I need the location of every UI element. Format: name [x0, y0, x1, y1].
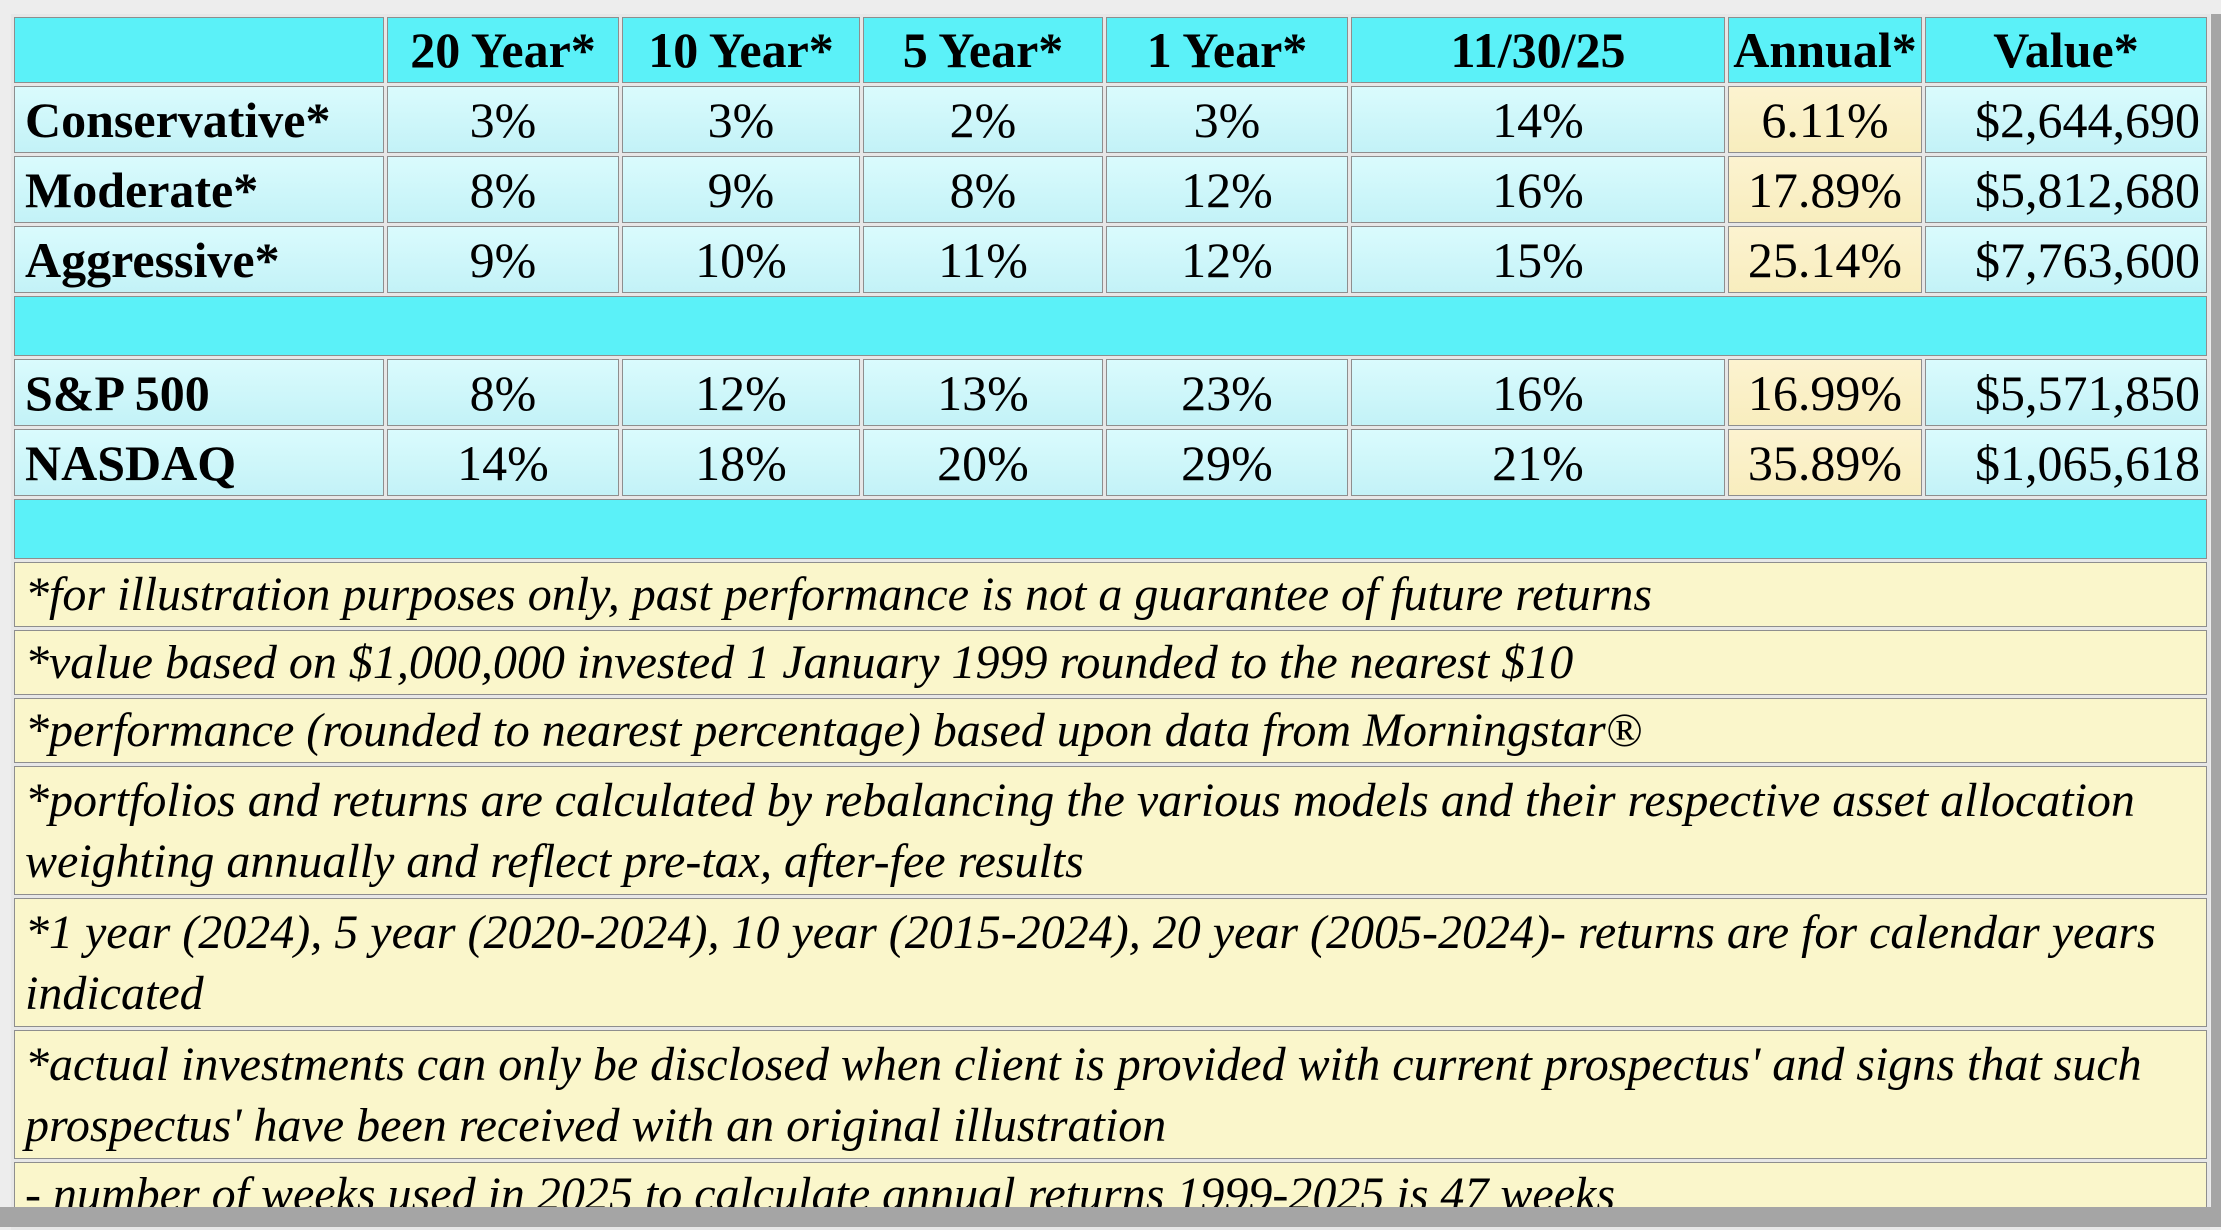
column-header-date: 11/30/25: [1351, 17, 1725, 83]
cell-annual: 6.11%: [1728, 86, 1922, 153]
spacer-band-row: [14, 499, 2207, 559]
cell-1-year: 12%: [1106, 226, 1348, 293]
cell-value: $7,763,600: [1925, 226, 2207, 293]
cell-ytd: 21%: [1351, 429, 1725, 496]
corner-cell: [14, 17, 384, 83]
cell-5-year: 8%: [863, 156, 1103, 223]
column-header-5-year: 5 Year*: [863, 17, 1103, 83]
cell-ytd: 15%: [1351, 226, 1725, 293]
footnote-row: *for illustration purposes only, past pe…: [14, 562, 2207, 627]
header-row: 20 Year* 10 Year* 5 Year* 1 Year* 11/30/…: [14, 17, 2207, 83]
column-header-10-year: 10 Year*: [622, 17, 860, 83]
column-header-20-year: 20 Year*: [387, 17, 619, 83]
cell-5-year: 11%: [863, 226, 1103, 293]
spacer-band-row: [14, 296, 2207, 356]
column-header-1-year: 1 Year*: [1106, 17, 1348, 83]
cell-1-year: 12%: [1106, 156, 1348, 223]
portfolio-returns-table: 20 Year* 10 Year* 5 Year* 1 Year* 11/30/…: [11, 14, 2210, 1230]
cell-20-year: 9%: [387, 226, 619, 293]
cell-10-year: 10%: [622, 226, 860, 293]
column-header-annual: Annual*: [1728, 17, 1922, 83]
table-row-sp500: S&P 500 8% 12% 13% 23% 16% 16.99% $5,571…: [14, 359, 2207, 426]
footnote-row: *portfolios and returns are calculated b…: [14, 766, 2207, 895]
footnote-prospectus: *actual investments can only be disclose…: [14, 1030, 2207, 1159]
cell-1-year: 3%: [1106, 86, 1348, 153]
cell-annual: 17.89%: [1728, 156, 1922, 223]
table-row-aggressive: Aggressive* 9% 10% 11% 12% 15% 25.14% $7…: [14, 226, 2207, 293]
cell-value: $2,644,690: [1925, 86, 2207, 153]
cell-ytd: 14%: [1351, 86, 1725, 153]
cell-value: $5,812,680: [1925, 156, 2207, 223]
window-edge-bottom: [0, 1207, 2221, 1227]
footnote-performance-source: *performance (rounded to nearest percent…: [14, 698, 2207, 763]
cell-10-year: 18%: [622, 429, 860, 496]
cell-20-year: 8%: [387, 156, 619, 223]
cell-ytd: 16%: [1351, 359, 1725, 426]
cell-annual: 16.99%: [1728, 359, 1922, 426]
cell-1-year: 23%: [1106, 359, 1348, 426]
cell-5-year: 13%: [863, 359, 1103, 426]
cell-annual: 25.14%: [1728, 226, 1922, 293]
window-edge-right: [2211, 14, 2221, 1227]
table-row-conservative: Conservative* 3% 3% 2% 3% 14% 6.11% $2,6…: [14, 86, 2207, 153]
row-label: Aggressive*: [14, 226, 384, 293]
cell-10-year: 12%: [622, 359, 860, 426]
cell-20-year: 3%: [387, 86, 619, 153]
row-label: Conservative*: [14, 86, 384, 153]
table-row-moderate: Moderate* 8% 9% 8% 12% 16% 17.89% $5,812…: [14, 156, 2207, 223]
cell-1-year: 29%: [1106, 429, 1348, 496]
cell-20-year: 14%: [387, 429, 619, 496]
cell-10-year: 9%: [622, 156, 860, 223]
column-header-value: Value*: [1925, 17, 2207, 83]
table-row-nasdaq: NASDAQ 14% 18% 20% 29% 21% 35.89% $1,065…: [14, 429, 2207, 496]
spacer-band: [14, 296, 2207, 356]
cell-20-year: 8%: [387, 359, 619, 426]
footnote-illustration: *for illustration purposes only, past pe…: [14, 562, 2207, 627]
footnote-row: *performance (rounded to nearest percent…: [14, 698, 2207, 763]
cell-5-year: 20%: [863, 429, 1103, 496]
footnote-value-basis: *value based on $1,000,000 invested 1 Ja…: [14, 630, 2207, 695]
footnote-calendar-years: *1 year (2024), 5 year (2020-2024), 10 y…: [14, 898, 2207, 1027]
footnote-row: *actual investments can only be disclose…: [14, 1030, 2207, 1159]
footnote-row: *value based on $1,000,000 invested 1 Ja…: [14, 630, 2207, 695]
row-label: S&P 500: [14, 359, 384, 426]
cell-value: $1,065,618: [1925, 429, 2207, 496]
row-label: Moderate*: [14, 156, 384, 223]
cell-value: $5,571,850: [1925, 359, 2207, 426]
row-label: NASDAQ: [14, 429, 384, 496]
cell-5-year: 2%: [863, 86, 1103, 153]
cell-ytd: 16%: [1351, 156, 1725, 223]
footnote-row: *1 year (2024), 5 year (2020-2024), 10 y…: [14, 898, 2207, 1027]
spacer-band: [14, 499, 2207, 559]
cell-annual: 35.89%: [1728, 429, 1922, 496]
footnote-rebalancing: *portfolios and returns are calculated b…: [14, 766, 2207, 895]
cell-10-year: 3%: [622, 86, 860, 153]
